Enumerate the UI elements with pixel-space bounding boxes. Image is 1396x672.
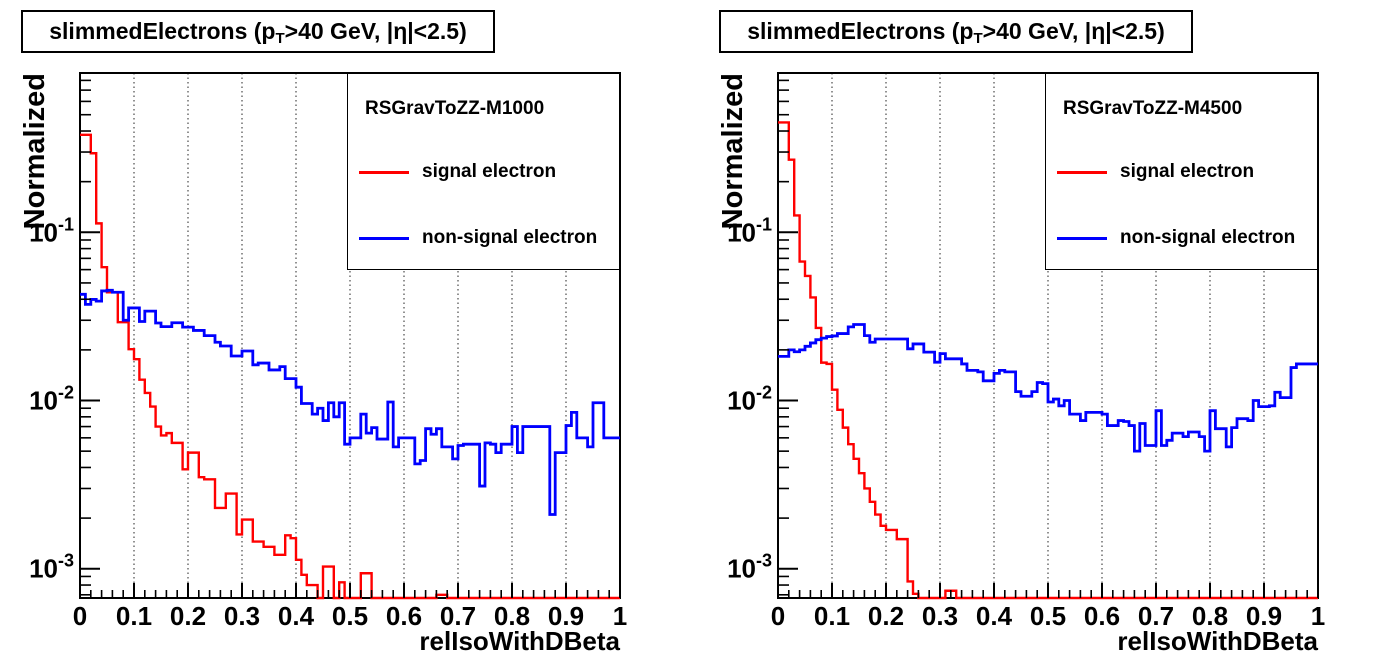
x-tick-label: 1 [613, 601, 627, 631]
x-tick-label: 0.6 [386, 601, 422, 631]
nonsignal-histogram-line [778, 323, 1318, 453]
y-tick-label: 10-3 [727, 551, 772, 584]
y-tick-label: 10-2 [29, 383, 74, 416]
nonsignal-line-swatch [1057, 236, 1107, 240]
x-tick-label: 0.2 [868, 601, 904, 631]
nonsignal-histogram-line [80, 288, 620, 516]
x-tick-label: 0.7 [440, 601, 476, 631]
legend-label-signal: signal electron [1120, 161, 1255, 182]
x-tick-label: 0.1 [116, 601, 152, 631]
plot-title-text: slimmedElectrons (p [747, 18, 974, 44]
plot-title-box: slimmedElectrons (p T >40 GeV, |η|<2.5) [719, 10, 1193, 53]
x-tick-label: 0.9 [548, 601, 584, 631]
x-tick-label: 0.4 [278, 601, 315, 631]
x-tick-label: 0.3 [224, 601, 260, 631]
legend-entry-nonsignal: non-signal electron [1057, 227, 1295, 249]
pad-left: 0 0.1 0.2 0.3 0.4 0.5 0.6 0.7 0.8 0.9 1 10-1 10-2 10-… [19, 10, 628, 656]
x-tick-label: 0 [73, 601, 87, 631]
legend-box: RSGravToZZ-M4500 signal electron non-sig… [1045, 73, 1318, 270]
plot-title-text-tail: >40 GeV, |η|<2.5) [982, 18, 1165, 44]
pad-right: 0 0.1 0.2 0.3 0.4 0.5 0.6 0.7 0.8 0.9 1 10-1 10-2 10-… [698, 0, 1396, 672]
legend-entry-signal: signal electron [359, 161, 556, 183]
y-axis-title: Normalized [717, 73, 749, 229]
left-plot-canvas: 0 0.1 0.2 0.3 0.4 0.5 0.6 0.7 0.8 0.9 110-110-210-… [19, 72, 627, 656]
x-tick-label: 0.7 [1138, 601, 1174, 631]
legend-entry-nonsignal: non-signal electron [359, 227, 597, 249]
signal-line-swatch [1057, 170, 1107, 174]
x-tick-label: 0.8 [494, 601, 530, 631]
x-tick-label: 0.6 [1084, 601, 1120, 631]
x-tick-label: 0.2 [170, 601, 206, 631]
plot-title-text: slimmedElectrons (p [49, 18, 276, 44]
x-tick-label: 0.9 [1246, 601, 1282, 631]
signal-line-swatch [359, 170, 409, 174]
y-tick-label: 10-3 [29, 551, 74, 584]
x-tick-label: 0 [771, 601, 785, 631]
x-tick-label: 0.8 [1192, 601, 1228, 631]
right-plot-canvas: 0 0.1 0.2 0.3 0.4 0.5 0.6 0.7 0.8 0.9 110-110-210-… [717, 72, 1325, 656]
x-tick-label: 1 [1311, 601, 1325, 631]
x-axis-title: relIsoWithDBeta [1117, 626, 1318, 656]
nonsignal-line-swatch [359, 236, 409, 240]
legend-label-nonsignal: non-signal electron [422, 227, 598, 248]
plot-title-box: slimmedElectrons (p T >40 GeV, |η|<2.5) [21, 10, 495, 53]
legend-label-signal: signal electron [422, 161, 557, 182]
plot-title-text-tail: >40 GeV, |η|<2.5) [284, 18, 467, 44]
signal-histogram-line [778, 121, 1318, 600]
signal-histogram-line [80, 133, 620, 600]
y-axis-title: Normalized [19, 73, 51, 229]
plot-title-subscript: T [275, 30, 285, 47]
x-axis-title: relIsoWithDBeta [419, 626, 620, 656]
x-tick-label: 0.1 [814, 601, 850, 631]
legend-entry-signal: signal electron [1057, 161, 1254, 183]
x-tick-label: 0.4 [976, 601, 1013, 631]
legend-label-nonsignal: non-signal electron [1120, 227, 1296, 248]
legend-title: RSGravToZZ-M1000 [365, 98, 545, 119]
x-tick-label: 0.5 [332, 601, 368, 631]
y-tick-label: 10-2 [727, 383, 772, 416]
x-tick-label: 0.3 [922, 601, 958, 631]
legend-title: RSGravToZZ-M4500 [1063, 98, 1243, 119]
legend-box: RSGravToZZ-M1000 signal electron non-sig… [347, 73, 620, 270]
x-tick-label: 0.5 [1030, 601, 1066, 631]
plot-title-subscript: T [973, 30, 983, 47]
